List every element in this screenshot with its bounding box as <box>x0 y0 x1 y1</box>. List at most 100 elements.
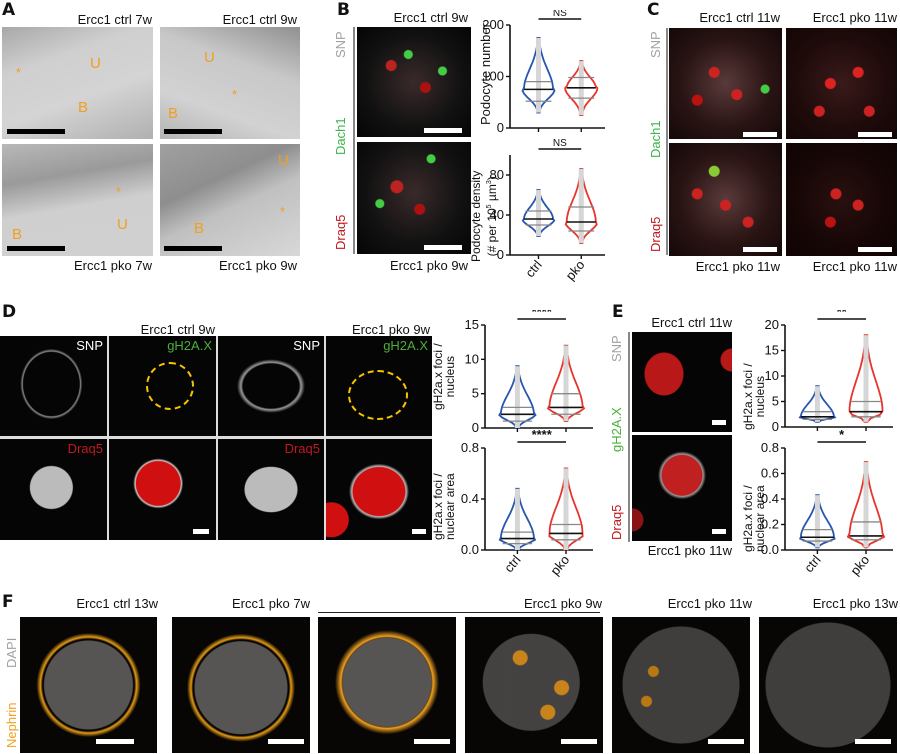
fluor-image-ctrl-11w <box>669 28 782 139</box>
caption-f-2: Ercc1 pko 7w <box>231 596 310 611</box>
f-image-pko-7w <box>172 617 310 753</box>
channel-label-snp: SNP <box>333 31 348 58</box>
svg-text:5: 5 <box>472 386 479 401</box>
scale-bar <box>712 529 726 534</box>
svg-text:5: 5 <box>772 394 779 409</box>
caption-c-4: Ercc1 pko 11w <box>812 259 897 274</box>
channel-label-draq5: Draq5 <box>609 504 624 540</box>
nucleus-outline-dashed <box>146 362 194 410</box>
svg-text:pko: pko <box>847 552 872 578</box>
nucleus-outline-dashed <box>348 370 408 420</box>
d-bottom-y-label: gH2a.x foci / nuclear area <box>431 473 457 540</box>
gbm-star-mark: * <box>232 87 238 102</box>
urinary-space-mark: U <box>278 152 289 169</box>
caption-f-3: Ercc1 pko 9w <box>523 596 602 611</box>
em-image-ctrl-9w: U B * <box>160 27 300 139</box>
scale-bar <box>708 739 744 744</box>
svg-text:0.0: 0.0 <box>761 542 779 557</box>
scale-bar <box>858 247 892 252</box>
urinary-space-mark: U <box>90 55 101 72</box>
chart-e: 0 5 10 15 20 ** 0.0 0.2 0.4 0.6 0.8 ctrl pko * <box>761 310 893 578</box>
svg-text:20: 20 <box>765 317 779 332</box>
svg-text:*: * <box>839 427 845 442</box>
e-image-pko-11w <box>632 435 732 541</box>
f-image-pko-11w <box>612 617 750 753</box>
chart-d-foci-per-area: 0.0 0.4 0.8 ctrl pko **** <box>461 427 593 578</box>
scale-bar <box>193 529 209 534</box>
svg-text:0.2: 0.2 <box>761 517 779 532</box>
blood-space-mark: B <box>12 226 23 243</box>
d-merge-ctrl <box>109 439 216 540</box>
tile-label-draq5: Draq5 <box>284 441 320 456</box>
d-top-y-label: gH2a.x foci / nucleus <box>431 343 457 410</box>
d-gh2ax-pko: gH2A.X <box>326 336 432 436</box>
chart-d: 0 5 10 15 **** 0.0 0.4 0.8 ctrl pko **** <box>461 310 593 578</box>
panel-d-image-grid: SNP gH2A.X SNP gH2A.X Draq5 Draq5 <box>0 336 432 540</box>
group-bracket-line <box>318 612 600 613</box>
scale-bar <box>414 739 450 744</box>
scale-bar <box>858 132 892 137</box>
channel-label-snp: SNP <box>609 335 624 362</box>
chart-e-foci-per-area: 0.0 0.2 0.4 0.6 0.8 ctrl pko * <box>761 427 893 578</box>
fluor-image-pko-11w-b <box>669 143 782 256</box>
channel-label-dapi: DAPI <box>4 637 19 668</box>
chart-d-foci-per-nucleus: 0 5 10 15 **** <box>465 310 593 435</box>
caption-a-2: Ercc1 ctrl 9w <box>222 12 297 27</box>
chart-b: 0 100 200 NS 0 40 80 ctrl pko NS <box>482 10 605 283</box>
svg-text:10: 10 <box>765 368 779 383</box>
channel-divider <box>666 28 668 255</box>
fluor-image-pko-11w-c <box>786 143 897 256</box>
em-image-ctrl-7w: U B * <box>2 27 153 139</box>
panel-label-d: D <box>2 302 17 322</box>
caption-b-2: Ercc1 pko 9w <box>389 258 468 273</box>
panel-label-c: C <box>647 0 660 20</box>
y-axis-label-podocyte-number: Podocyte number <box>478 23 493 125</box>
caption-c-1: Ercc1 ctrl 11w <box>699 10 780 25</box>
svg-text:0: 0 <box>497 247 504 262</box>
caption-f-5: Ercc1 pko 13w <box>812 596 898 611</box>
d-snp-ctrl: SNP <box>0 336 107 436</box>
caption-d-2: Ercc1 pko 9w <box>351 322 430 337</box>
scale-bar <box>7 129 65 134</box>
d-draq5-ctrl: Draq5 <box>0 439 107 540</box>
e-image-ctrl-11w <box>632 332 732 432</box>
svg-text:80: 80 <box>490 167 504 182</box>
gbm-star-mark: * <box>116 184 122 199</box>
channel-divider <box>628 332 630 542</box>
caption-a-4: Ercc1 pko 9w <box>218 258 297 273</box>
svg-text:0.8: 0.8 <box>761 440 779 455</box>
urinary-space-mark: U <box>117 216 128 233</box>
channel-label-nephrin: Nephrin <box>4 702 19 748</box>
scale-bar <box>164 246 222 251</box>
tile-label-gh2ax: gH2A.X <box>383 338 428 353</box>
caption-f-4: Ercc1 pko 11w <box>667 596 752 611</box>
tile-label-draq5: Draq5 <box>67 441 103 456</box>
scale-bar <box>268 739 304 744</box>
svg-text:****: **** <box>532 427 553 442</box>
svg-text:NS: NS <box>553 138 567 149</box>
gbm-star-mark: * <box>280 204 286 219</box>
caption-c-2: Ercc1 pko 11w <box>812 10 897 25</box>
svg-text:100: 100 <box>482 69 504 84</box>
caption-e-1: Ercc1 ctrl 11w <box>651 315 732 330</box>
tile-label-snp: SNP <box>293 338 320 353</box>
f-image-pko-9w-b <box>465 617 603 753</box>
scale-bar <box>855 739 891 744</box>
scale-bar <box>164 129 222 134</box>
blood-space-mark: B <box>194 220 205 237</box>
f-image-pko-13w <box>759 617 897 753</box>
panel-label-e: E <box>612 302 624 322</box>
chart-podocyte-density: 0 40 80 ctrl pko NS <box>490 138 605 283</box>
channel-divider <box>353 27 355 254</box>
scale-bar <box>96 739 134 744</box>
svg-text:0.8: 0.8 <box>461 440 479 455</box>
blood-space-mark: B <box>78 99 89 116</box>
caption-f-1: Ercc1 ctrl 13w <box>76 596 158 611</box>
caption-d-1: Ercc1 ctrl 9w <box>140 322 215 337</box>
d-merge-pko <box>326 439 432 540</box>
caption-b-1: Ercc1 ctrl 9w <box>393 10 468 25</box>
scale-bar <box>412 529 426 534</box>
blood-space-mark: B <box>168 105 179 122</box>
panel-label-b: B <box>337 0 350 20</box>
panel-label-f: F <box>2 592 14 612</box>
